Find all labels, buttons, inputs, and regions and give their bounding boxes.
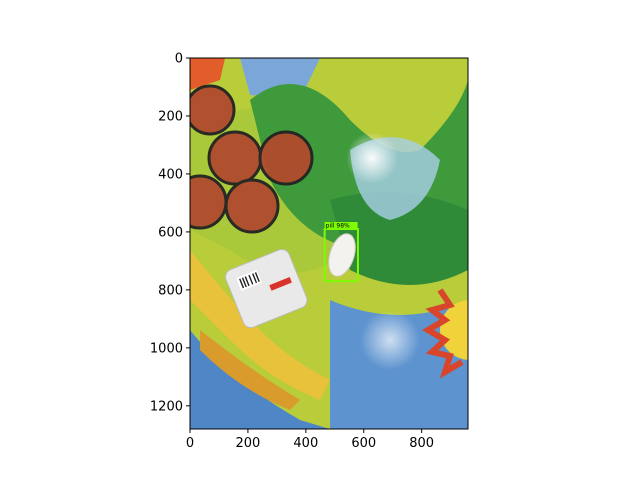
x-tick-label: 800 (409, 436, 434, 451)
x-axis: 0 200 400 600 800 (186, 429, 434, 451)
detections-layer: pill 98% (323, 222, 359, 283)
x-tick-label: 400 (293, 436, 318, 451)
plot-area-frame (189, 57, 469, 430)
y-tick-label: 400 (158, 167, 183, 182)
photo-image (190, 58, 468, 429)
x-tick-label: 200 (236, 436, 261, 451)
y-tick-label: 0 (175, 52, 183, 67)
detection-label: pill 98% (326, 223, 350, 230)
y-tick-label: 1200 (150, 399, 183, 414)
y-tick-label: 600 (158, 225, 183, 240)
y-axis: 0 200 400 600 800 1000 1200 (150, 52, 190, 414)
detection-label-bg (324, 222, 358, 230)
y-tick-label: 1000 (150, 341, 183, 356)
y-tick-label: 200 (158, 109, 183, 124)
y-tick-label: 800 (158, 283, 183, 298)
x-tick-label: 600 (351, 436, 376, 451)
x-tick-label: 0 (186, 436, 194, 451)
